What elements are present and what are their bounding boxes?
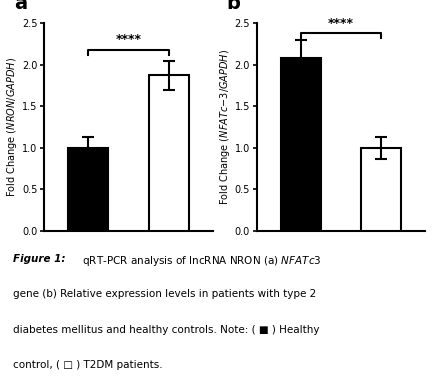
Bar [148,75,189,231]
Text: qRT-PCR analysis of lncRNA NRON (a) $\it{NFATc3}$: qRT-PCR analysis of lncRNA NRON (a) $\it… [79,254,322,268]
Text: Figure 1:: Figure 1: [13,254,66,264]
Bar [281,58,321,231]
Y-axis label: Fold Change ($\it{NRON/GAPDH}$): Fold Change ($\it{NRON/GAPDH}$) [5,57,19,197]
Bar [68,148,109,231]
Y-axis label: Fold Change ($\it{NFATc\mathregular{-}3/GAPDH}$): Fold Change ($\it{NFATc\mathregular{-}3/… [218,49,232,205]
Text: a: a [14,0,27,13]
Text: gene (b) Relative expression levels in patients with type 2: gene (b) Relative expression levels in p… [13,290,317,300]
Bar [361,148,401,231]
Text: ****: **** [328,17,354,30]
Text: ****: **** [116,33,141,46]
Text: control, ( □ ) T2DM patients.: control, ( □ ) T2DM patients. [13,360,163,370]
Text: diabetes mellitus and healthy controls. Note: ( ■ ) Healthy: diabetes mellitus and healthy controls. … [13,325,320,335]
Text: b: b [227,0,241,13]
